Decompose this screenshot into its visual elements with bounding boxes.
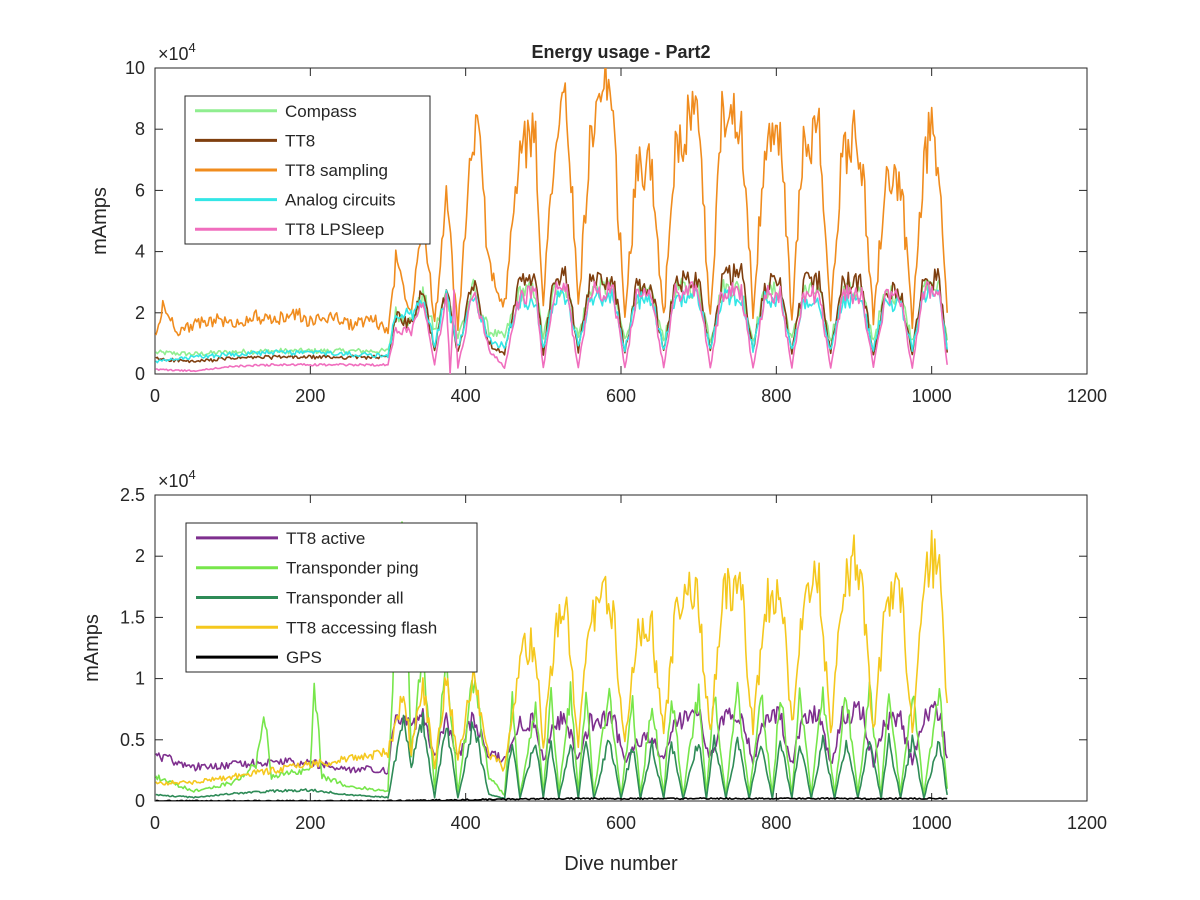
top-chart: Energy usage - Part2 mAmps ×104 0 200 400 6… <box>89 40 1107 406</box>
top-x-ticks: 0 200 400 600 800 1000 1200 <box>150 68 1107 406</box>
top-exponent-power: 4 <box>189 40 196 55</box>
top-chart-title: Energy usage - Part2 <box>531 42 710 62</box>
bottom-x-ticks: 0 200 400 600 800 1000 1200 <box>150 495 1107 833</box>
bottom-exponent-label: ×104 <box>158 467 196 491</box>
top-y-tick-label: 2 <box>135 303 145 323</box>
bottom-series-line-tt8-active <box>155 700 948 775</box>
top-x-tick-label: 600 <box>606 386 636 406</box>
bottom-y-tick-label: 2.5 <box>120 485 145 505</box>
top-series-line-tt8-sampling <box>155 68 948 337</box>
top-y-tick-label: 6 <box>135 180 145 200</box>
bottom-legend: TT8 active Transponder ping Transponder al… <box>185 522 478 673</box>
top-legend-label: TT8 <box>285 131 315 150</box>
bottom-legend-label: Transponder all <box>286 589 404 608</box>
bottom-exponent-power: 4 <box>189 467 196 482</box>
bottom-legend-label: Transponder ping <box>286 559 419 578</box>
bottom-x-tick-label: 1200 <box>1067 813 1107 833</box>
top-y-tick-label: 0 <box>135 364 145 384</box>
top-exponent-base: ×10 <box>158 44 189 64</box>
top-x-tick-label: 400 <box>451 386 481 406</box>
bottom-series-line-tt8-accessing-flash <box>155 529 948 786</box>
top-legend: Compass TT8 TT8 sampling Analog circuits TT8… <box>184 95 431 245</box>
top-legend-label: TT8 LPSleep <box>285 220 384 239</box>
top-series-line-tt8-lpsleep <box>155 280 948 374</box>
bottom-y-tick-label: 0 <box>135 791 145 811</box>
top-x-tick-label: 1000 <box>912 386 952 406</box>
bottom-x-tick-label: 600 <box>606 813 636 833</box>
bottom-series-line-transponder-ping <box>155 521 948 797</box>
top-legend-label: Analog circuits <box>285 191 396 210</box>
top-series-lines <box>155 68 948 374</box>
top-y-tick-label: 8 <box>135 119 145 139</box>
top-y-tick-label: 10 <box>125 58 145 78</box>
bottom-exponent-base: ×10 <box>158 471 189 491</box>
bottom-series-lines <box>155 521 948 801</box>
bottom-x-tick-label: 200 <box>295 813 325 833</box>
bottom-series-line-transponder-all <box>155 711 948 800</box>
top-series-line-analog-circuits <box>155 285 948 364</box>
top-legend-label: TT8 sampling <box>285 161 388 180</box>
bottom-chart: mAmps Dive number ×104 0 200 400 600 800 1000… <box>81 467 1107 875</box>
bottom-y-ticks: 0 0.5 1 1.5 2 2.5 <box>120 485 1087 811</box>
bottom-x-tick-label: 1000 <box>912 813 952 833</box>
top-x-tick-label: 0 <box>150 386 160 406</box>
top-series-line-tt8 <box>155 263 948 364</box>
bottom-x-tick-label: 800 <box>761 813 791 833</box>
bottom-y-tick-label: 1.5 <box>120 607 145 627</box>
bottom-y-tick-label: 1 <box>135 669 145 689</box>
bottom-series-line-gps <box>155 797 948 801</box>
bottom-legend-label: GPS <box>286 648 322 667</box>
bottom-legend-label: TT8 active <box>286 529 365 548</box>
bottom-x-tick-label: 400 <box>451 813 481 833</box>
bottom-y-tick-label: 2 <box>135 546 145 566</box>
bottom-legend-label: TT8 accessing flash <box>286 618 437 637</box>
bottom-y-axis-label: mAmps <box>81 614 103 682</box>
top-y-axis-label: mAmps <box>89 187 111 255</box>
top-x-tick-label: 800 <box>761 386 791 406</box>
top-y-tick-label: 4 <box>135 242 145 262</box>
top-exponent-label: ×104 <box>158 40 196 64</box>
bottom-x-axis-label: Dive number <box>564 853 678 875</box>
top-x-tick-label: 1200 <box>1067 386 1107 406</box>
bottom-y-tick-label: 0.5 <box>120 730 145 750</box>
bottom-x-tick-label: 0 <box>150 813 160 833</box>
top-y-ticks: 0 2 4 6 8 10 <box>125 58 1087 384</box>
top-legend-label: Compass <box>285 102 357 121</box>
top-x-tick-label: 200 <box>295 386 325 406</box>
